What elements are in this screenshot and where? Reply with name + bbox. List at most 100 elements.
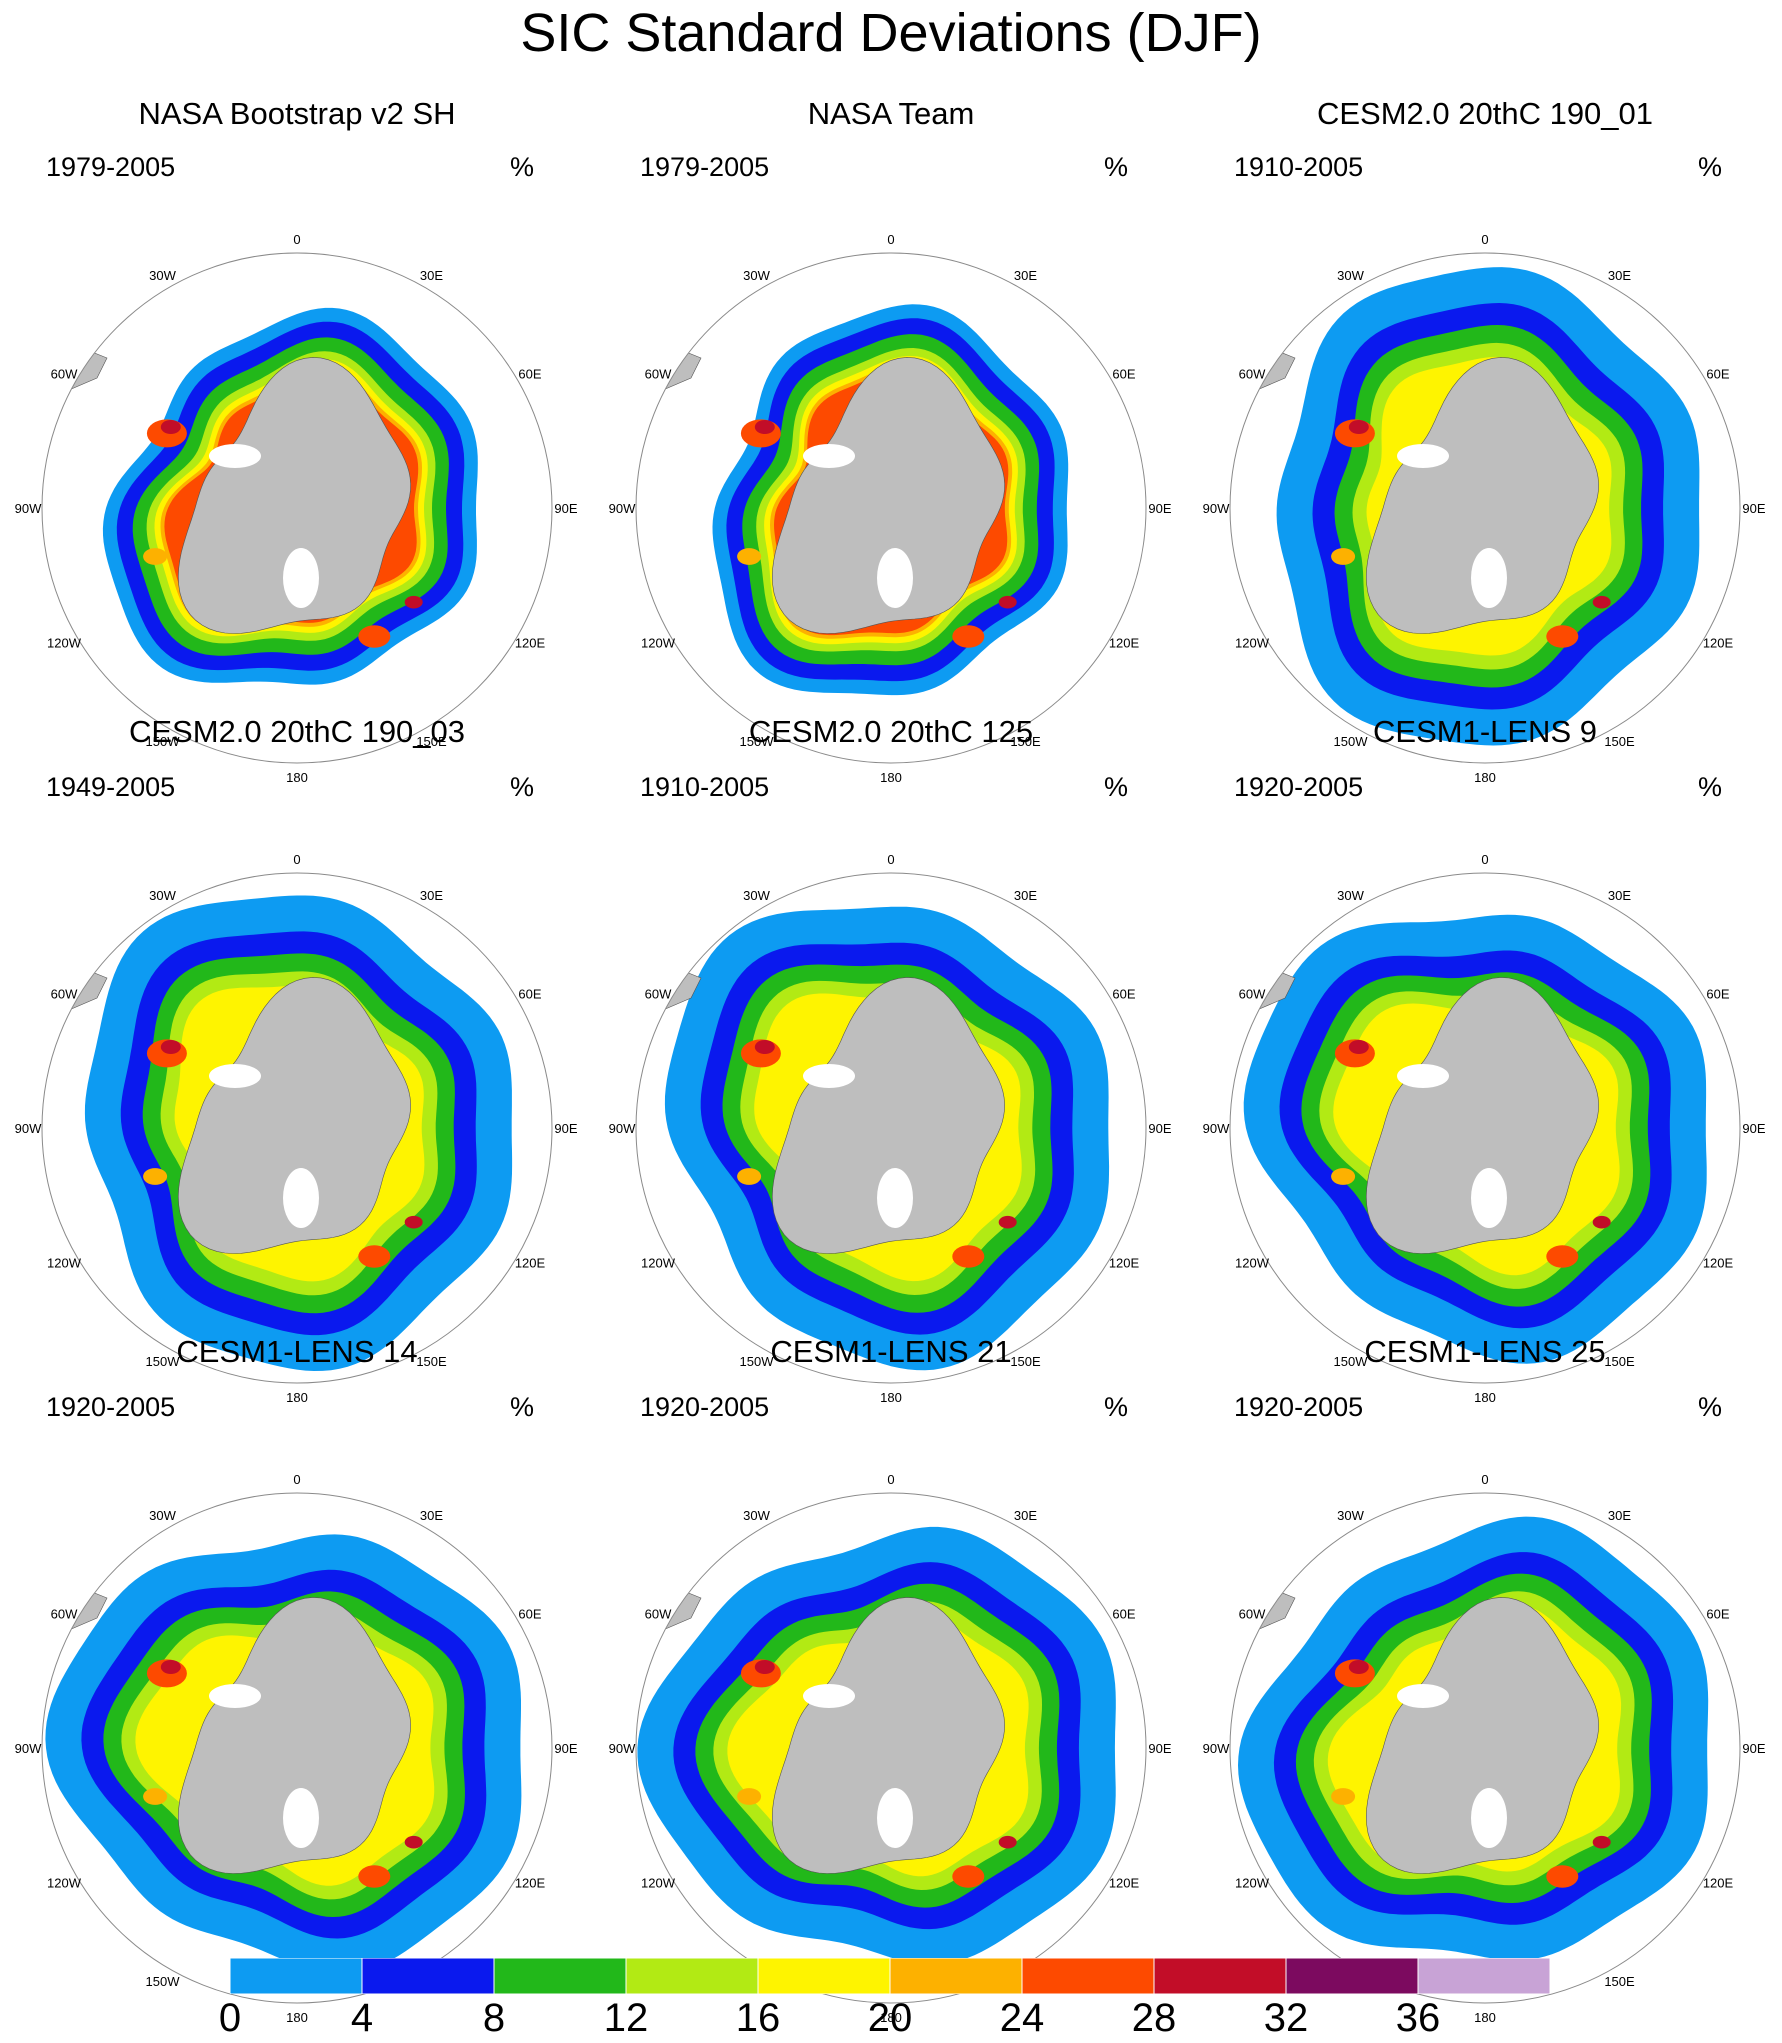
colorbar-tick-label: 4 (350, 1996, 374, 2040)
colorbar-tick-label: 8 (482, 1996, 506, 2040)
units-label: % (1104, 772, 1129, 802)
longitude-label: 0 (1481, 852, 1488, 867)
longitude-label: 30W (149, 1508, 176, 1523)
longitude-label: 60W (1239, 987, 1266, 1002)
sic-hotspot (952, 1245, 985, 1268)
longitude-label: 30E (1608, 268, 1631, 283)
map-boundary (1229, 1492, 1741, 2004)
longitude-label: 120E (1109, 636, 1140, 651)
longitude-label: 90W (15, 1121, 42, 1136)
colorbar-tick-label: 0 (218, 1996, 242, 2040)
ice-shelf (877, 1168, 913, 1228)
sic-hotspot (404, 1215, 423, 1229)
longitude-label: 60W (645, 987, 672, 1002)
units-label: % (510, 772, 535, 802)
longitude-label: 90E (1742, 501, 1765, 516)
longitude-label: 0 (887, 1472, 894, 1487)
longitude-label: 0 (1481, 1472, 1488, 1487)
map-boundary (41, 252, 553, 764)
longitude-label: 150E (416, 734, 447, 749)
longitude-label: 30E (420, 1508, 443, 1523)
longitude-label: 0 (293, 852, 300, 867)
panel-title: NASA Team (807, 96, 975, 131)
sic-hotspot (1331, 1788, 1356, 1805)
longitude-label: 120W (1235, 636, 1270, 651)
longitude-label: 120E (515, 636, 546, 651)
longitude-label: 180 (286, 2010, 308, 2025)
longitude-label: 0 (293, 1472, 300, 1487)
colorbar-tick-label: 36 (1395, 1996, 1441, 2040)
colorbar-bin (625, 1958, 759, 1994)
map-boundary (635, 1492, 1147, 2004)
sic-hotspot (358, 1245, 391, 1268)
longitude-label: 90W (609, 501, 636, 516)
sic-hotspot (404, 595, 423, 609)
map-panel: CESM1-LENS 25 1920-2005% 0 30E 60E 90E 120E 150… (1188, 1334, 1782, 2025)
longitude-label: 120E (1703, 636, 1734, 651)
sic-hotspot (404, 1835, 423, 1849)
longitude-label: 150W (740, 734, 775, 749)
colorbar-bin (230, 1958, 363, 1994)
colorbar-bin (493, 1958, 627, 1994)
sic-hotspot (998, 595, 1017, 609)
sic-hotspot (754, 1040, 775, 1054)
longitude-label: 120E (1109, 1256, 1140, 1271)
sic-hotspot (143, 548, 168, 565)
longitude-label: 30W (1337, 268, 1364, 283)
longitude-label: 180 (1474, 770, 1496, 785)
period-label: 1910-2005 (1234, 152, 1364, 182)
longitude-label: 90W (609, 1741, 636, 1756)
longitude-label: 60W (51, 987, 78, 1002)
ice-shelf (1397, 1064, 1449, 1088)
colorbar-bin (757, 1958, 891, 1994)
period-label: 1920-2005 (1234, 772, 1364, 802)
longitude-label: 90W (1203, 501, 1230, 516)
longitude-label: 90E (554, 1121, 577, 1136)
ice-shelf (209, 444, 261, 468)
ice-shelf (1397, 1684, 1449, 1708)
longitude-label: 30E (420, 888, 443, 903)
sic-hotspot (754, 1660, 775, 1674)
longitude-label: 60W (645, 367, 672, 382)
ice-shelf (877, 1788, 913, 1848)
period-label: 1910-2005 (640, 772, 770, 802)
map-panel: CESM2.0 20thC 190_01 1910-2005% 0 30E 60E 90E… (1188, 95, 1782, 785)
longitude-label: 90E (554, 501, 577, 516)
ice-shelf (1471, 548, 1507, 608)
ice-shelf (803, 1064, 855, 1088)
sic-hotspot (143, 1788, 168, 1805)
sic-hotspot (1348, 1040, 1369, 1054)
longitude-label: 120W (1235, 1876, 1270, 1891)
sic-hotspot (160, 1660, 181, 1674)
longitude-label: 120E (1109, 1876, 1140, 1891)
longitude-label: 30E (1608, 1508, 1631, 1523)
ice-shelf (1471, 1788, 1507, 1848)
longitude-label: 60E (1112, 987, 1135, 1002)
sic-hotspot (1592, 1835, 1611, 1849)
colorbar-bin (1417, 1958, 1550, 1994)
ice-shelf (877, 548, 913, 608)
sic-hotspot (952, 625, 985, 648)
period-label: 1979-2005 (46, 152, 176, 182)
longitude-label: 150W (146, 1974, 181, 1989)
longitude-label: 90W (609, 1121, 636, 1136)
longitude-label: 90E (1742, 1121, 1765, 1136)
longitude-label: 30E (420, 268, 443, 283)
longitude-label: 120W (641, 636, 676, 651)
panel-title: CESM2.0 20thC 190_01 (1316, 96, 1654, 131)
longitude-label: 60E (518, 367, 541, 382)
longitude-label: 150E (416, 1354, 447, 1369)
sic-hotspot (1331, 1168, 1356, 1185)
longitude-label: 180 (880, 770, 902, 785)
map-boundary (635, 872, 1147, 1384)
colorbar-tick-label: 20 (867, 1996, 913, 2040)
figure-title: SIC Standard Deviations (DJF) (520, 3, 1262, 63)
ice-shelf (1397, 444, 1449, 468)
longitude-label: 30W (1337, 888, 1364, 903)
longitude-label: 60E (1112, 367, 1135, 382)
